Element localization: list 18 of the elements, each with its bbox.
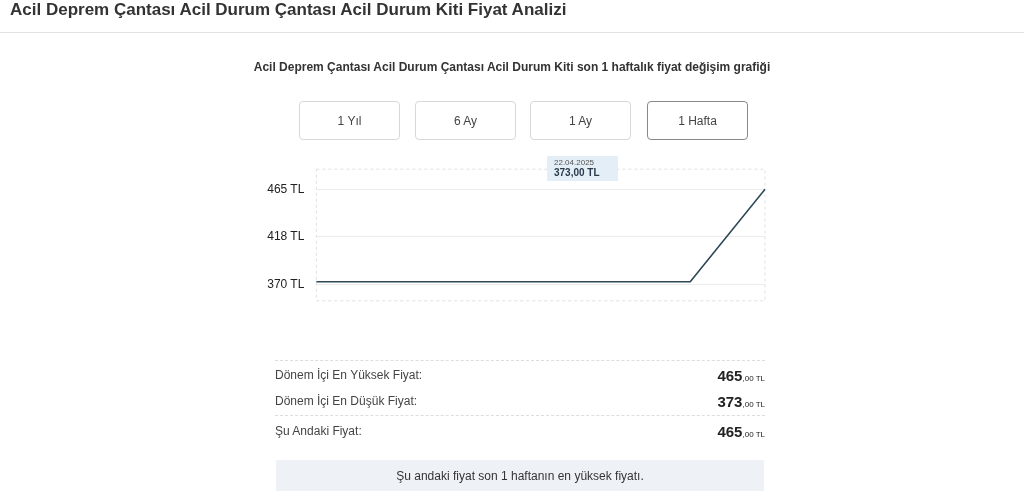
- y-tick-label: 465 TL: [267, 181, 305, 196]
- text: Şu andaki fiyat son 1 haftanın en yüksek fiyatı.: [276, 460, 764, 491]
- text: 465,00 TL: [717, 366, 765, 384]
- text: 6 Ay: [415, 101, 516, 140]
- chart-title: Acil Deprem Çantası Acil Durum Çantası Acil Durum Kiti Fiyat Analizi: [10, 0, 567, 20]
- annotation: 373,00 TL: [554, 167, 601, 178]
- text: 373,00 TL: [717, 392, 765, 410]
- text: 22.04.2025: [554, 158, 596, 167]
- text: Dönem İçi En Yüksek Fiyat:: [275, 368, 423, 382]
- text: 1 Hafta: [647, 101, 748, 140]
- chart-subtitle: Acil Deprem Çantası Acil Durum Çantası Acil Durum Kiti son 1 haftalık fiyat değişim grafiği: [252, 60, 772, 74]
- text: Dönem İçi En Düşük Fiyat:: [275, 394, 418, 408]
- text: 1 Yıl: [299, 101, 400, 140]
- y-tick-label: 418 TL: [267, 228, 305, 243]
- text: 465,00 TL: [717, 422, 765, 440]
- text: 1 Ay: [530, 101, 631, 140]
- y-tick-label: 370 TL: [267, 277, 305, 292]
- text: Şu Andaki Fiyat:: [275, 424, 362, 438]
